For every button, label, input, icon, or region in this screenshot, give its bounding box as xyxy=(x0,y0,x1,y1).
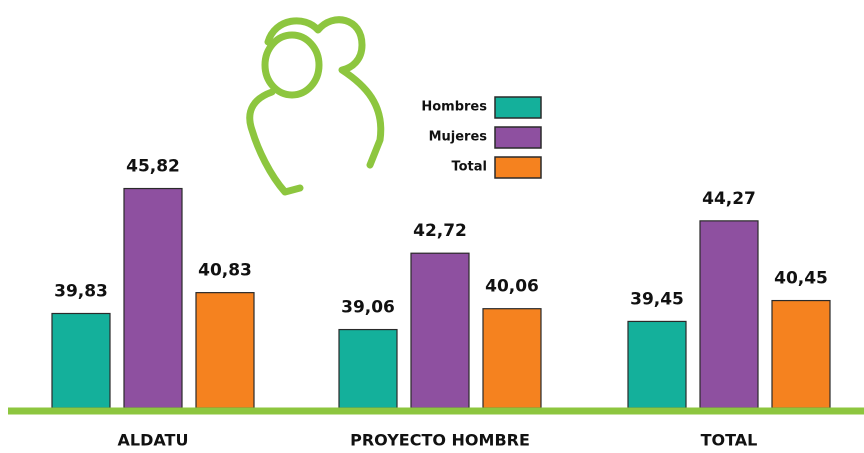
legend-swatch xyxy=(494,96,542,119)
category-label: TOTAL xyxy=(701,431,758,450)
legend-swatch xyxy=(494,126,542,149)
bar xyxy=(627,320,687,409)
bar xyxy=(338,328,398,409)
legend-swatch xyxy=(494,156,542,179)
icon-body xyxy=(246,88,304,196)
people-icon xyxy=(246,16,385,196)
value-label: 45,82 xyxy=(126,157,180,177)
value-label: 39,83 xyxy=(54,281,108,301)
bar xyxy=(482,308,542,409)
icon-back xyxy=(264,16,385,169)
value-label: 40,06 xyxy=(485,277,539,297)
bar xyxy=(771,299,831,409)
value-label: 40,45 xyxy=(774,269,828,289)
bar xyxy=(410,252,470,409)
category-label: PROYECTO HOMBRE xyxy=(350,431,530,450)
value-label: 39,06 xyxy=(341,298,395,318)
value-label: 39,45 xyxy=(630,289,684,309)
category-label: ALDATU xyxy=(118,431,189,450)
bar xyxy=(699,220,759,409)
bar xyxy=(51,312,111,409)
value-label: 42,72 xyxy=(413,221,467,241)
legend-label: Total xyxy=(451,160,487,175)
value-label: 40,83 xyxy=(198,261,252,281)
bar xyxy=(123,187,183,409)
legend-label: Mujeres xyxy=(429,130,488,145)
bar xyxy=(195,292,255,409)
legend-label: Hombres xyxy=(421,100,487,115)
icon-head xyxy=(261,31,323,99)
value-label: 44,27 xyxy=(702,189,756,209)
